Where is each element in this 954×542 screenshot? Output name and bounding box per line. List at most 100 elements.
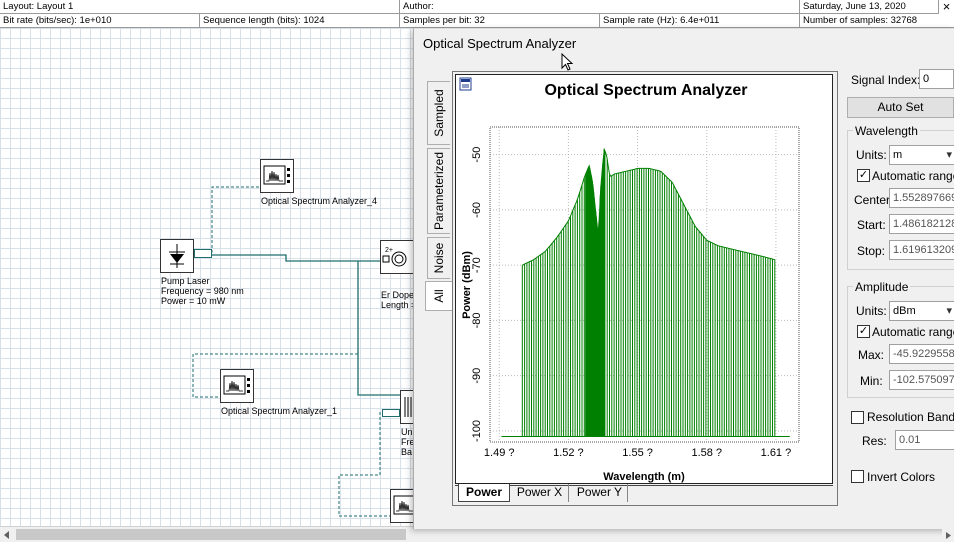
plot-frame: Optical Spectrum Analyzer 1.49 ? 1.52 ? 1.… bbox=[452, 71, 838, 506]
amplitude-group-label: Amplitude bbox=[853, 280, 911, 294]
wl-units-value: m bbox=[893, 149, 903, 161]
pump-laser-component[interactable] bbox=[160, 239, 194, 273]
tab-noise[interactable]: Noise bbox=[427, 237, 450, 279]
chart-grid bbox=[490, 127, 799, 442]
mouse-cursor-icon bbox=[561, 53, 574, 71]
osa-component[interactable] bbox=[390, 489, 416, 523]
min-field[interactable]: -102.5750973 bbox=[889, 370, 954, 390]
edf-name: Er Dope bbox=[381, 290, 415, 300]
x-tick-label: 1.61 ? bbox=[761, 447, 792, 459]
wire-layer bbox=[192, 186, 400, 517]
spectrum-analyzer-icon bbox=[393, 495, 416, 515]
max-label: Max: bbox=[858, 348, 885, 362]
res-label: Res: bbox=[862, 434, 887, 448]
signal-index-label: Signal Index: bbox=[851, 73, 921, 87]
scroll-right-icon[interactable] bbox=[942, 529, 954, 542]
osa-1-label: Optical Spectrum Analyzer_1 bbox=[221, 406, 338, 416]
amp-automatic-range-label: Automatic range bbox=[872, 325, 954, 339]
osa-window-title: Optical Spectrum Analyzer bbox=[423, 36, 577, 51]
y-tick-label: -70 bbox=[471, 257, 483, 273]
tab-all[interactable]: All bbox=[425, 281, 452, 311]
wavelength-group-label: Wavelength bbox=[853, 124, 920, 138]
pump-laser-frequency: Frequency = 980 nm bbox=[161, 286, 244, 296]
date-field: Saturday, June 13, 2020 bbox=[803, 1, 906, 12]
spb-field: Samples per bit: 32 bbox=[400, 14, 600, 28]
tab-power[interactable]: Power bbox=[458, 484, 510, 502]
max-field[interactable]: -45.92295585 bbox=[889, 344, 954, 364]
signal-dense-lines bbox=[585, 149, 605, 437]
chart-bottom-tabs bbox=[455, 485, 833, 505]
filter-icon bbox=[404, 397, 412, 417]
x-tick-label: 1.55 ? bbox=[622, 447, 653, 459]
res-field[interactable]: 0.01 bbox=[895, 430, 954, 450]
wl-units-select[interactable]: m ▾ bbox=[889, 145, 954, 165]
pump-output-port[interactable] bbox=[194, 249, 212, 258]
y-tick-label: -60 bbox=[471, 202, 483, 218]
stop-label: Stop: bbox=[857, 244, 886, 258]
wire-pump-to-osa4[interactable] bbox=[196, 186, 260, 253]
close-icon[interactable]: × bbox=[938, 0, 954, 14]
tab-power-x[interactable]: Power X bbox=[511, 484, 569, 502]
edfa-component[interactable]: 2+ bbox=[380, 240, 414, 274]
signal-index-input[interactable]: 0 bbox=[919, 69, 954, 89]
plot-border bbox=[489, 126, 800, 443]
osa-1-component[interactable] bbox=[220, 369, 254, 403]
chart-title: Optical Spectrum Analyzer bbox=[544, 82, 747, 99]
amp-automatic-range-checkbox[interactable]: ✓ bbox=[857, 325, 870, 338]
scroll-left-icon[interactable] bbox=[2, 530, 12, 540]
filter-name: Uni bbox=[401, 427, 415, 437]
pump-laser-name: Pump Laser bbox=[161, 276, 210, 286]
invert-colors-checkbox[interactable] bbox=[851, 470, 864, 483]
spectrum-channel-lines bbox=[521, 151, 776, 437]
start-field[interactable]: 1.486182128 bbox=[889, 214, 954, 234]
stop-field[interactable]: 1.619613209 bbox=[889, 240, 954, 260]
scrollbar-thumb[interactable] bbox=[16, 529, 406, 540]
center-label: Center: bbox=[854, 193, 894, 207]
simulation-params-bar: Bit rate (bits/sec): 1e+010 Sequence len… bbox=[0, 14, 954, 28]
tab-power-y[interactable]: Power Y bbox=[572, 484, 628, 502]
author-field: Author: bbox=[400, 0, 800, 14]
amp-units-select[interactable]: dBm ▾ bbox=[889, 301, 954, 321]
chart-series bbox=[501, 147, 790, 437]
invert-colors-label: Invert Colors bbox=[867, 470, 936, 484]
tab-sampled[interactable]: Sampled bbox=[427, 81, 450, 145]
x-tick-label: 1.52 ? bbox=[553, 447, 584, 459]
auto-set-button[interactable]: Auto Set bbox=[847, 97, 954, 118]
wl-units-label: Units: bbox=[856, 148, 887, 162]
x-tick-label: 1.49 ? bbox=[484, 447, 515, 459]
spectrum-analyzer-icon bbox=[263, 165, 290, 185]
min-label: Min: bbox=[860, 374, 883, 388]
edf-length: Length = bbox=[381, 300, 417, 310]
wire-pump-to-edf[interactable] bbox=[212, 254, 380, 262]
tab-parameterized[interactable]: Parameterized bbox=[427, 148, 450, 234]
spectrum-envelope bbox=[522, 147, 775, 266]
wl-automatic-range-checkbox[interactable]: ✓ bbox=[857, 169, 870, 182]
seqlen-field: Sequence length (bits): 1024 bbox=[200, 14, 400, 28]
center-field[interactable]: 1.552897669 bbox=[889, 188, 954, 208]
osa-4-component[interactable] bbox=[260, 159, 294, 193]
tab-all-label: All bbox=[432, 289, 446, 303]
tab-sampled-label: Sampled bbox=[432, 89, 446, 137]
wire-edf-to-filter[interactable] bbox=[357, 261, 400, 396]
plot-area: Optical Spectrum Analyzer 1.49 ? 1.52 ? 1.… bbox=[455, 74, 833, 484]
layout-info-bar: Layout: Layout 1 Author: Saturday, June … bbox=[0, 0, 954, 14]
y-tick-label: -90 bbox=[471, 368, 483, 384]
wire-edf-to-osa1[interactable] bbox=[192, 353, 358, 398]
filter-input-port[interactable] bbox=[382, 409, 400, 417]
start-label: Start: bbox=[857, 218, 886, 232]
amp-units-value: dBm bbox=[893, 305, 916, 317]
amplifier-icon: 2+ bbox=[382, 247, 407, 267]
resolution-bandwidth-checkbox[interactable] bbox=[851, 411, 864, 424]
amp-units-label: Units: bbox=[856, 304, 887, 318]
x-tick-label: 1.58 ? bbox=[691, 447, 722, 459]
nsamples-field: Number of samples: 32768 bbox=[803, 15, 918, 26]
wl-automatic-range-label: Automatic range bbox=[872, 169, 954, 183]
filter-bandwidth: Ba bbox=[401, 447, 413, 457]
tab-parameterized-label: Parameterized bbox=[432, 151, 446, 231]
chevron-down-icon: ▾ bbox=[946, 149, 952, 161]
chevron-down-icon: ▾ bbox=[946, 305, 952, 317]
x-axis-label: Wavelength (m) bbox=[603, 471, 685, 483]
pump-laser-power: Power = 10 mW bbox=[161, 296, 226, 306]
wire-filter-to-osa[interactable] bbox=[338, 412, 390, 517]
chart-ticks: 1.49 ? 1.52 ? 1.55 ? 1.58 ? 1.61 ? -50 -60 -70 -… bbox=[471, 147, 791, 459]
